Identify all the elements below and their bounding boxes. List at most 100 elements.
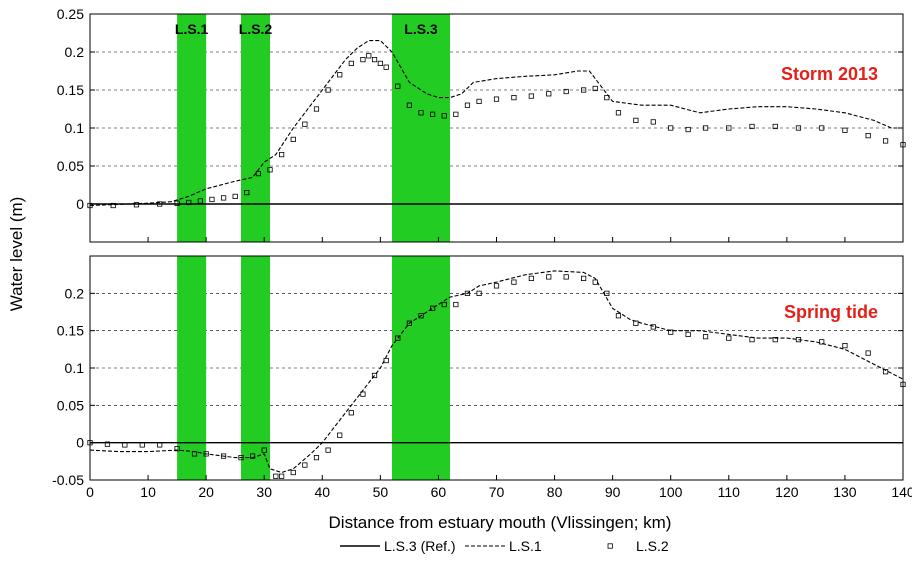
data-point <box>313 454 320 461</box>
data-point <box>261 447 267 453</box>
data-point <box>464 290 471 296</box>
data-point <box>865 132 871 139</box>
data-point <box>418 313 424 319</box>
data-point <box>110 202 116 209</box>
data-point <box>174 446 180 452</box>
data-point <box>511 95 517 101</box>
data-point <box>650 324 656 330</box>
zone-3 <box>391 256 451 480</box>
data-point <box>476 290 482 296</box>
data-point <box>592 279 598 285</box>
data-point <box>795 125 802 131</box>
data-point <box>604 290 610 296</box>
data-point <box>406 320 412 326</box>
data-point <box>650 119 656 125</box>
data-point <box>430 111 436 117</box>
x-tick-label: 130 <box>833 484 857 500</box>
legend-entry-L.S.3 (Ref.): L.S.3 (Ref.) <box>340 538 456 554</box>
data-point <box>546 274 552 280</box>
legend-entry-L.S.1: L.S.1 <box>465 538 542 554</box>
data-point <box>191 451 198 457</box>
y-tick-label: 0.25 <box>57 6 84 22</box>
data-point <box>290 136 296 142</box>
data-point <box>157 442 163 448</box>
data-point <box>366 53 372 59</box>
data-point <box>685 126 691 133</box>
series-L.S.2 <box>87 274 906 479</box>
data-point <box>546 91 552 97</box>
data-point <box>441 113 447 119</box>
data-point <box>337 72 343 78</box>
y-tick-label: 0.2 <box>65 44 85 60</box>
series-line-L.S.1 <box>89 40 903 207</box>
x-tick-label: 60 <box>431 484 447 500</box>
x-tick-label: 10 <box>140 484 156 500</box>
zone-2 <box>240 14 271 242</box>
x-tick-label: 50 <box>373 484 389 500</box>
data-point <box>255 170 262 177</box>
data-point <box>371 57 378 63</box>
x-tick-label: 40 <box>314 484 330 500</box>
data-point <box>174 200 180 206</box>
data-point <box>453 111 459 117</box>
data-point <box>749 337 755 343</box>
data-point <box>238 454 244 461</box>
data-point <box>726 335 732 341</box>
data-point <box>668 125 674 131</box>
data-point <box>244 189 250 196</box>
data-point <box>615 110 622 116</box>
data-point <box>882 138 889 144</box>
x-tick-label: 70 <box>489 484 505 500</box>
x-tick-label: 90 <box>605 484 621 500</box>
data-point <box>104 441 111 447</box>
data-point <box>842 127 848 133</box>
zone-1 <box>177 14 207 242</box>
data-point <box>232 193 238 199</box>
data-point <box>325 447 331 453</box>
data-point <box>249 453 256 459</box>
y-tick-label: 0.1 <box>65 120 85 136</box>
y-tick-label: 0.15 <box>57 82 84 98</box>
data-point <box>197 198 203 204</box>
y-tick-label: 0.1 <box>65 360 85 376</box>
data-point <box>749 123 755 130</box>
data-point <box>633 320 639 326</box>
data-point <box>819 339 825 345</box>
data-point <box>528 93 534 99</box>
series-line-L.S.1 <box>89 270 904 474</box>
panel-title: Spring tide <box>784 302 878 322</box>
data-point <box>772 123 778 130</box>
legend-label: L.S.1 <box>509 538 542 554</box>
data-point <box>157 201 163 207</box>
data-point <box>220 195 227 201</box>
data-point <box>279 473 285 479</box>
legend-label: L.S.3 (Ref.) <box>384 538 456 554</box>
x-tick-label: 100 <box>659 484 683 500</box>
y-tick-label: 0 <box>76 435 84 451</box>
data-point <box>882 369 889 375</box>
zone-label: L.S.2 <box>239 21 273 37</box>
data-point <box>430 305 436 311</box>
data-point <box>360 57 366 63</box>
data-point <box>325 87 331 93</box>
data-point <box>348 410 354 416</box>
legend-label: L.S.2 <box>636 538 669 554</box>
data-point <box>203 451 209 457</box>
data-point <box>476 98 482 104</box>
x-tick-label: 80 <box>547 484 563 500</box>
data-point <box>133 202 140 208</box>
panels-group: L.S.1 L.S.2 L.S.3 0 0.05 0.1 0.15 0.2 0.25 Storm … <box>52 6 912 500</box>
data-point <box>464 102 471 108</box>
data-point <box>302 462 308 468</box>
data-point <box>511 279 517 285</box>
data-point <box>406 102 412 108</box>
zone-2 <box>240 256 271 480</box>
data-point <box>819 125 825 131</box>
y-tick-label: 0.15 <box>57 323 84 339</box>
data-point <box>842 342 848 349</box>
data-point <box>772 337 778 343</box>
data-point <box>348 60 354 67</box>
data-point <box>441 301 447 308</box>
data-point <box>563 88 569 95</box>
data-point <box>267 167 273 173</box>
